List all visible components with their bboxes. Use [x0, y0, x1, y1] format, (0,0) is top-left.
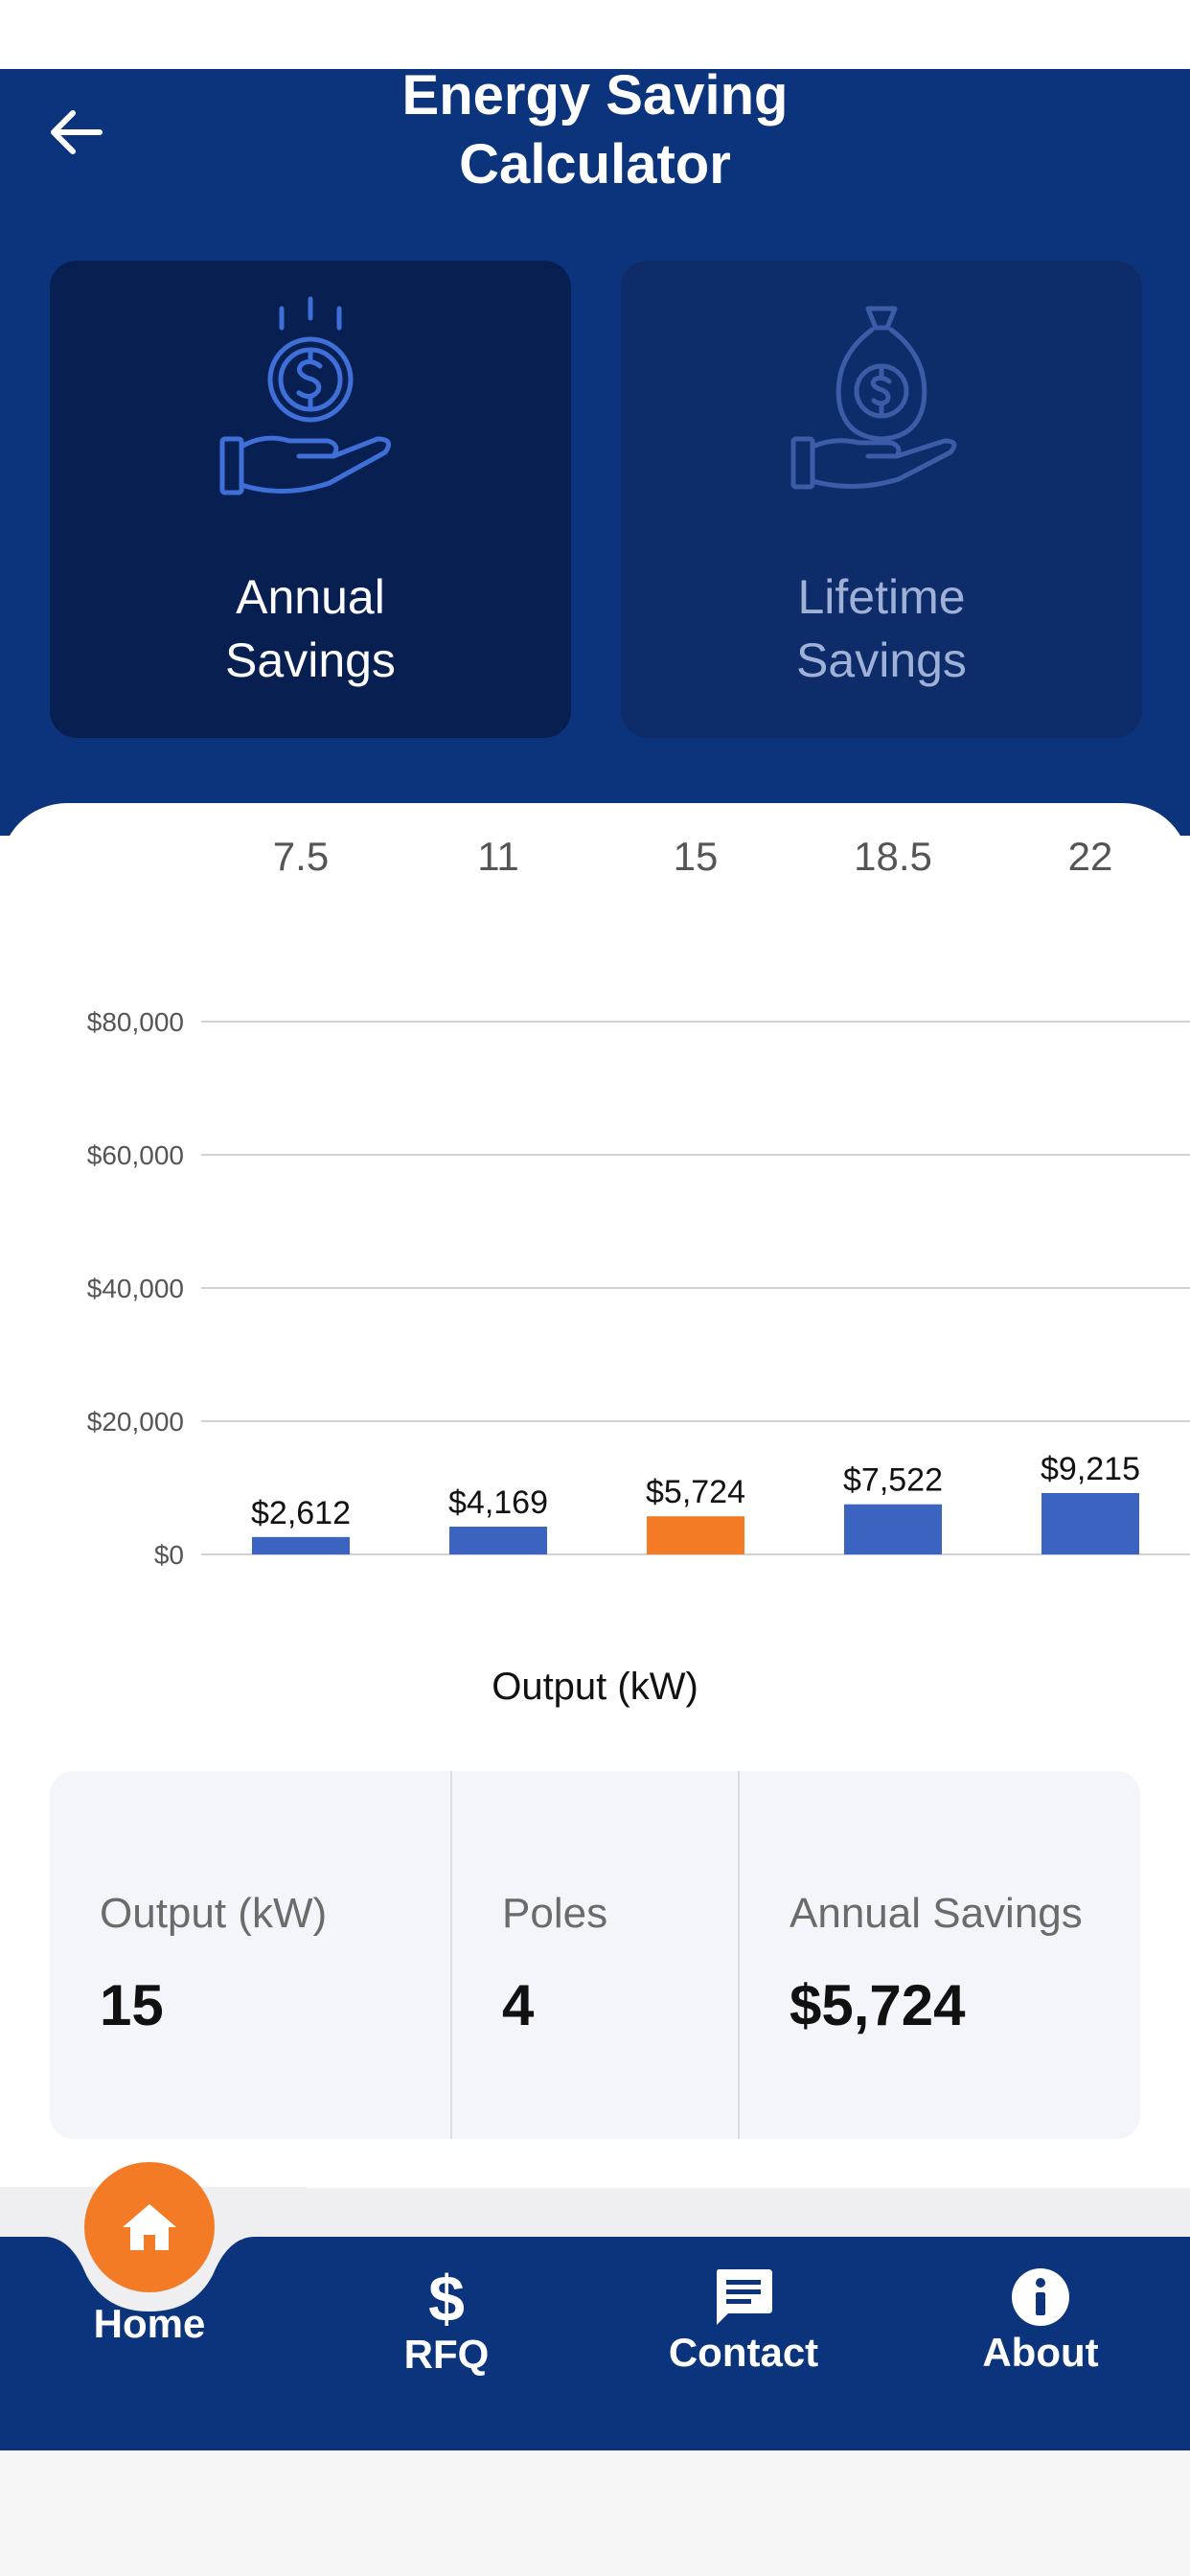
tab-lifetime-label: Lifetime Savings: [621, 565, 1142, 692]
tab-lifetime-label-line2: Savings: [796, 633, 967, 687]
summary-poles-label: Poles: [502, 1890, 608, 1937]
chart-category-label[interactable]: 18.5: [854, 834, 932, 879]
summary-annual-savings: Annual Savings $5,724: [740, 1771, 1140, 2139]
summary-divider: [450, 1771, 452, 2139]
summary-output-label: Output (kW): [100, 1890, 328, 1937]
savings-bar-chart: $0 $20,000 $40,000 $60,000 $80,000 7.5 $2,612 1…: [87, 834, 1190, 1570]
summary-savings-value: $5,724: [790, 1973, 966, 2037]
tab-annual-label: Annual Savings: [50, 565, 571, 692]
hand-money-bag-icon: [790, 306, 957, 490]
tab-annual-savings[interactable]: Annual Savings: [50, 261, 571, 738]
chart-data-label: $9,215: [1041, 1451, 1140, 1487]
summary-savings-label: Annual Savings: [790, 1890, 1083, 1937]
nav-about-label: About: [982, 2330, 1099, 2375]
summary-divider: [738, 1771, 740, 2139]
nav-rfq-label: RFQ: [403, 2332, 490, 2377]
chart-y-tick-label: $80,000: [87, 1007, 184, 1037]
chart-category-label[interactable]: 22: [1068, 834, 1113, 879]
chart-y-tick-label: $40,000: [87, 1274, 184, 1303]
chart-bar[interactable]: [844, 1504, 942, 1554]
summary-output-value: 15: [100, 1973, 164, 2037]
tab-lifetime-label-line1: Lifetime: [797, 570, 966, 624]
nav-item-contact[interactable]: Contact: [638, 2266, 849, 2377]
system-bottom-bar: [0, 2450, 1190, 2576]
back-button[interactable]: [42, 98, 111, 167]
nav-contact-label: Contact: [668, 2330, 819, 2375]
page-title-line2: Calculator: [459, 133, 731, 196]
nav-item-home[interactable]: Home: [44, 2300, 255, 2348]
chart-category-label[interactable]: 15: [674, 834, 719, 879]
content-panel: $0 $20,000 $40,000 $60,000 $80,000 7.5 $2,612 1…: [0, 803, 1190, 2193]
dollar-icon: $: [428, 2264, 465, 2331]
chart-category-label[interactable]: 7.5: [273, 834, 329, 879]
chart-bar[interactable]: [252, 1536, 350, 1554]
chart-bar[interactable]: [1041, 1492, 1139, 1554]
home-icon: [123, 2204, 176, 2250]
page-title-line1: Energy Saving: [401, 64, 789, 126]
chart-data-label: $4,169: [448, 1484, 548, 1521]
nav-item-rfq[interactable]: $ RFQ: [341, 2264, 552, 2379]
chart-y-tick-label: $0: [154, 1540, 184, 1570]
chart-bar[interactable]: [449, 1527, 547, 1554]
nav-item-about[interactable]: About: [935, 2266, 1146, 2377]
page-title: Energy Saving Calculator: [0, 61, 1190, 199]
nav-home-button[interactable]: [84, 2162, 215, 2292]
summary-output: Output (kW) 15: [50, 1771, 450, 2139]
hand-coin-icon: [219, 296, 392, 495]
message-icon: [717, 2269, 772, 2325]
chart-bar[interactable]: [647, 1516, 744, 1554]
arrow-left-icon: [51, 110, 103, 154]
summary-panel: Output (kW) 15 Poles 4 Annual Savings $5…: [50, 1771, 1140, 2139]
tab-annual-label-line1: Annual: [236, 570, 385, 624]
chart-category-label[interactable]: 11: [477, 834, 519, 879]
info-icon: [1012, 2268, 1069, 2326]
summary-poles: Poles 4: [452, 1771, 738, 2139]
app-header: Energy Saving Calculator Annual Savings: [0, 64, 1190, 836]
chart-data-label: $2,612: [251, 1495, 351, 1531]
chart-y-tick-label: $20,000: [87, 1407, 184, 1437]
chart-data-label: $7,522: [843, 1462, 943, 1499]
summary-poles-value: 4: [502, 1973, 535, 2037]
svg-text:$: $: [428, 2264, 465, 2331]
tab-lifetime-savings[interactable]: Lifetime Savings: [621, 261, 1142, 738]
tab-annual-label-line2: Savings: [225, 633, 396, 687]
chart-x-axis-label: Output (kW): [492, 1666, 698, 1708]
chart-y-tick-label: $60,000: [87, 1140, 184, 1170]
chart-data-label: $5,724: [646, 1474, 745, 1510]
nav-home-label: Home: [93, 2301, 206, 2346]
